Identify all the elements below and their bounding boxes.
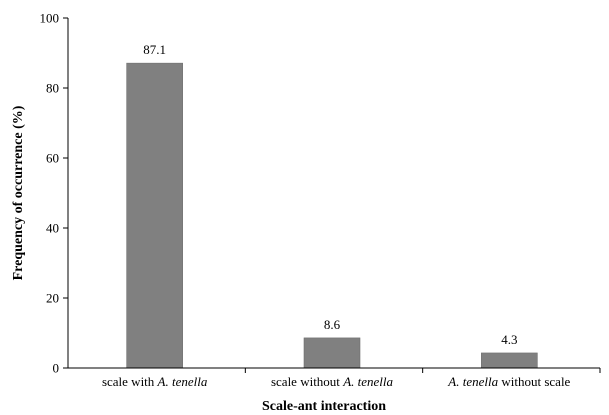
bar-data-label: 8.6 [324,317,341,332]
y-tick-label: 40 [46,221,59,236]
data-labels: 87.1 8.6 4.3 [143,42,517,347]
x-category-label: scale with A. tenella [102,374,208,389]
y-tick-label: 60 [46,151,59,166]
x-axis-title: Scale-ant interaction [262,399,386,414]
y-tick-label: 20 [46,291,59,306]
y-tick-label: 80 [46,81,59,96]
bar [481,352,538,369]
bar-data-label: 87.1 [143,42,166,57]
y-axis-title: Frequency of occurrence (%) [11,105,26,280]
bar [303,337,361,369]
y-tick-label: 0 [53,361,60,376]
x-axis-categories: scale with A. tenella scale without A. te… [102,368,601,389]
y-tick-label: 100 [40,11,60,26]
bars [126,62,538,369]
x-category-label: A. tenella without scale [447,374,570,389]
bar-data-label: 4.3 [501,332,517,347]
bar [126,62,183,369]
x-category-label: scale without A. tenella [271,374,394,389]
y-axis-ticks: 0 20 40 60 80 100 [40,11,68,376]
